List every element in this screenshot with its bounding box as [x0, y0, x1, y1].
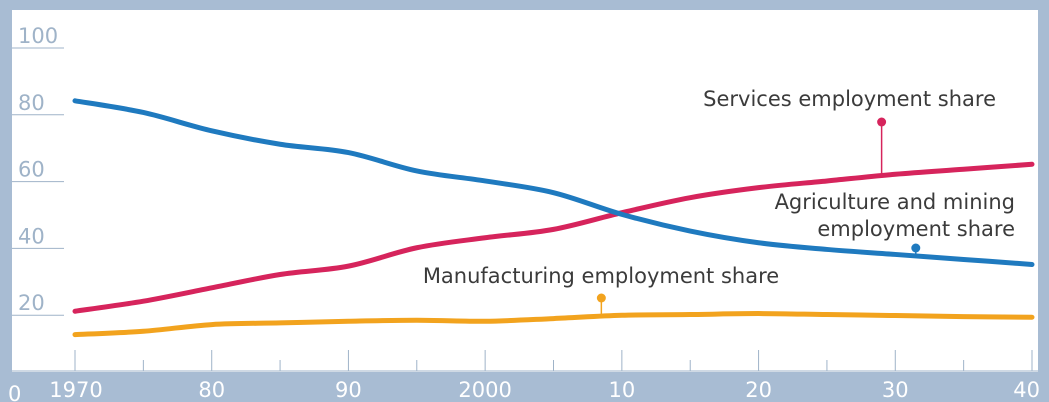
y-tick-label: 60 [18, 158, 45, 182]
x-tick-label: 80 [198, 378, 225, 402]
x-tick-label: 10 [608, 378, 635, 402]
x-tick-label: 40 [1013, 378, 1040, 402]
y-tick-label: 20 [18, 291, 45, 315]
x-tick-label: 90 [335, 378, 362, 402]
annotation-dot [877, 117, 887, 127]
plot-panel [12, 10, 1038, 372]
series-line [72, 98, 1035, 267]
annotation-dot [596, 293, 606, 303]
series-line [72, 311, 1035, 338]
x-tick-label: 1970 [49, 378, 102, 402]
y-tick-label: 100 [18, 24, 58, 48]
series-annotation-label: Manufacturing employment share [423, 264, 779, 288]
x-tick-label: 30 [882, 378, 909, 402]
x-tick-label: 20 [745, 378, 772, 402]
y-tick-label: 40 [18, 224, 45, 248]
series-annotation-label: employment share [817, 217, 1015, 241]
x-tick-label: 2000 [458, 378, 511, 402]
series-annotation-label: Services employment share [703, 87, 996, 111]
y-tick-label: 0 [8, 382, 21, 402]
series-line [72, 161, 1035, 314]
y-tick-label: 80 [18, 91, 45, 115]
series-annotation-label: Agriculture and mining [775, 190, 1015, 214]
annotation-dot [911, 243, 921, 253]
